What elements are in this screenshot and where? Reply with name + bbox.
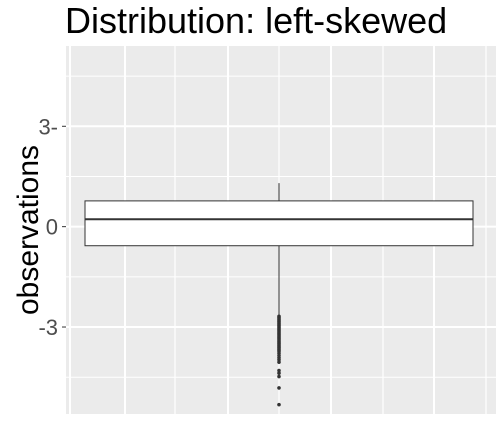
y-axis-ticks: 3- 0 -3	[38, 114, 66, 340]
y-tick-label: 3-	[38, 114, 58, 139]
outlier-point	[277, 368, 281, 373]
y-axis-title: observations	[12, 145, 45, 315]
iqr-box	[84, 200, 474, 247]
outlier-point	[277, 386, 281, 390]
outlier-point	[277, 374, 281, 379]
y-tick-label: 0	[46, 215, 58, 240]
y-tick-label: -3	[38, 315, 58, 340]
box-element	[84, 183, 474, 316]
outlier-points	[277, 314, 281, 407]
outlier-point	[277, 402, 281, 407]
outlier-point	[277, 371, 281, 375]
outlier-point	[277, 360, 281, 364]
chart-title: Distribution: left-skewed	[65, 0, 447, 41]
